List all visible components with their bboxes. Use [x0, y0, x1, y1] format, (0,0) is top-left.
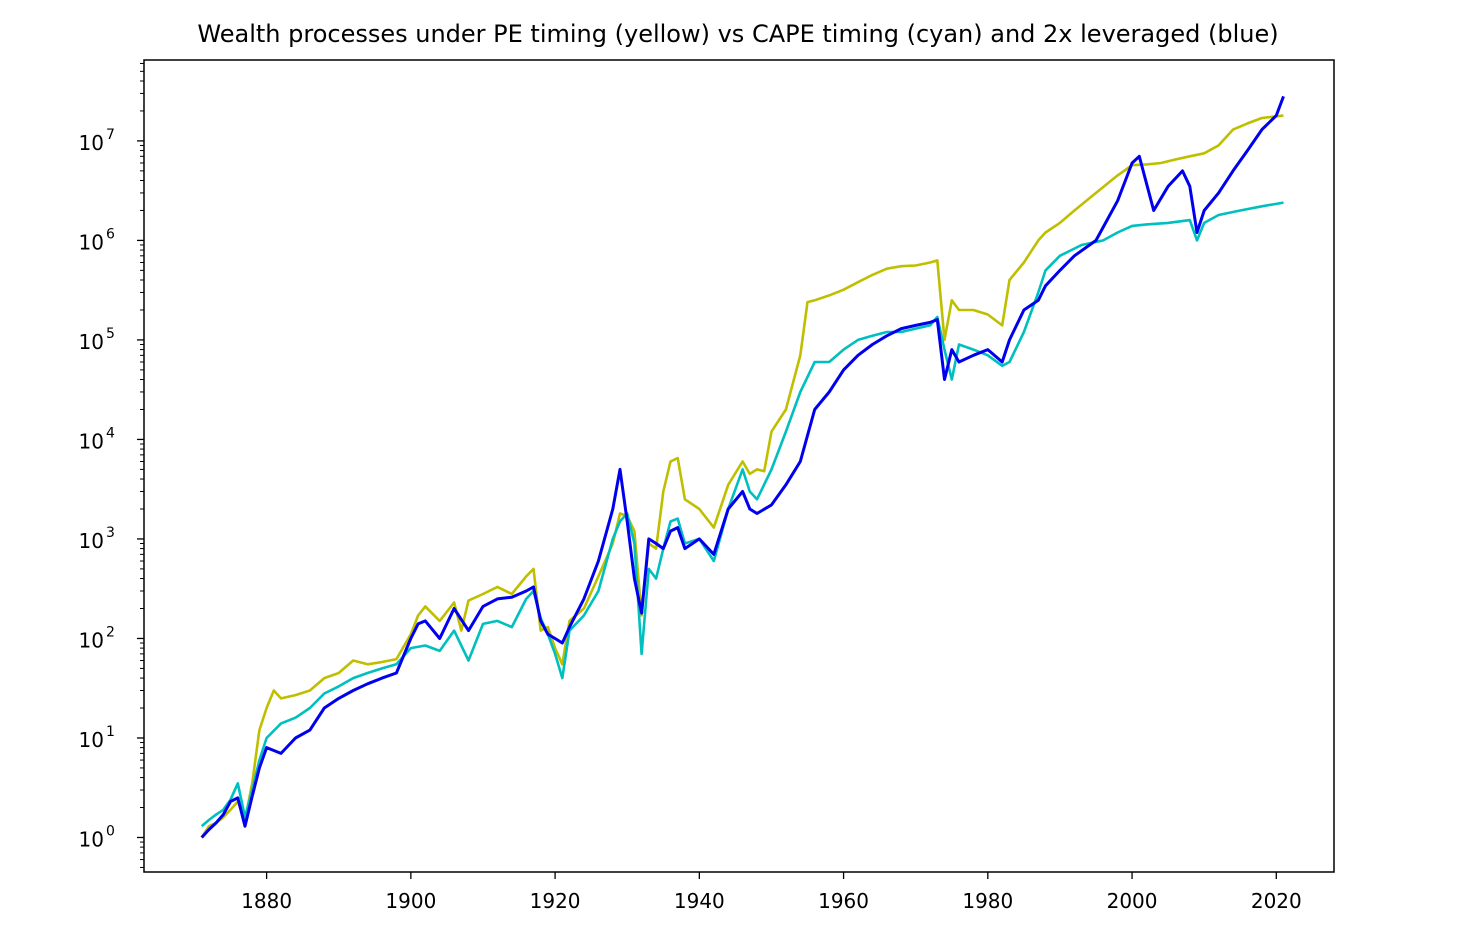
series-line-2: [200, 95, 1285, 839]
y-tick-exponent: 5: [106, 326, 115, 342]
y-tick-label: 10: [79, 131, 104, 155]
y-tick-exponent: 6: [106, 226, 115, 242]
x-axis-ticks: 1880 1900 1920 1940 1960 1980 2000 2020: [241, 872, 1302, 913]
x-tick-label: 2000: [1107, 889, 1158, 913]
y-tick-label: 10: [79, 230, 104, 254]
y-tick-exponent: 3: [106, 525, 115, 541]
series-line-1: [200, 201, 1284, 828]
y-tick-label: 10: [79, 827, 104, 851]
x-tick-label: 1960: [818, 889, 869, 913]
series-line-0: [200, 114, 1284, 839]
y-tick-exponent: 2: [106, 624, 115, 640]
y-tick-exponent: 4: [106, 425, 115, 441]
y-tick-exponent: 1: [106, 724, 115, 740]
y-tick-exponent: 0: [106, 823, 115, 839]
y-tick-label: 10: [79, 628, 104, 652]
x-tick-label: 1880: [241, 889, 292, 913]
plot-area-frame: [143, 59, 1335, 873]
y-tick-label: 10: [79, 529, 104, 553]
x-tick-label: 1900: [385, 889, 436, 913]
x-tick-label: 1980: [962, 889, 1013, 913]
y-tick-label: 10: [79, 429, 104, 453]
y-tick-exponent: 7: [106, 127, 115, 143]
series-lines: [200, 95, 1285, 839]
y-tick-label: 10: [79, 330, 104, 354]
x-tick-label: 1940: [674, 889, 725, 913]
y-tick-label: 10: [79, 728, 104, 752]
x-tick-label: 2020: [1251, 889, 1302, 913]
chart-title: Wealth processes under PE timing (yellow…: [197, 20, 1278, 48]
x-tick-label: 1920: [530, 889, 581, 913]
